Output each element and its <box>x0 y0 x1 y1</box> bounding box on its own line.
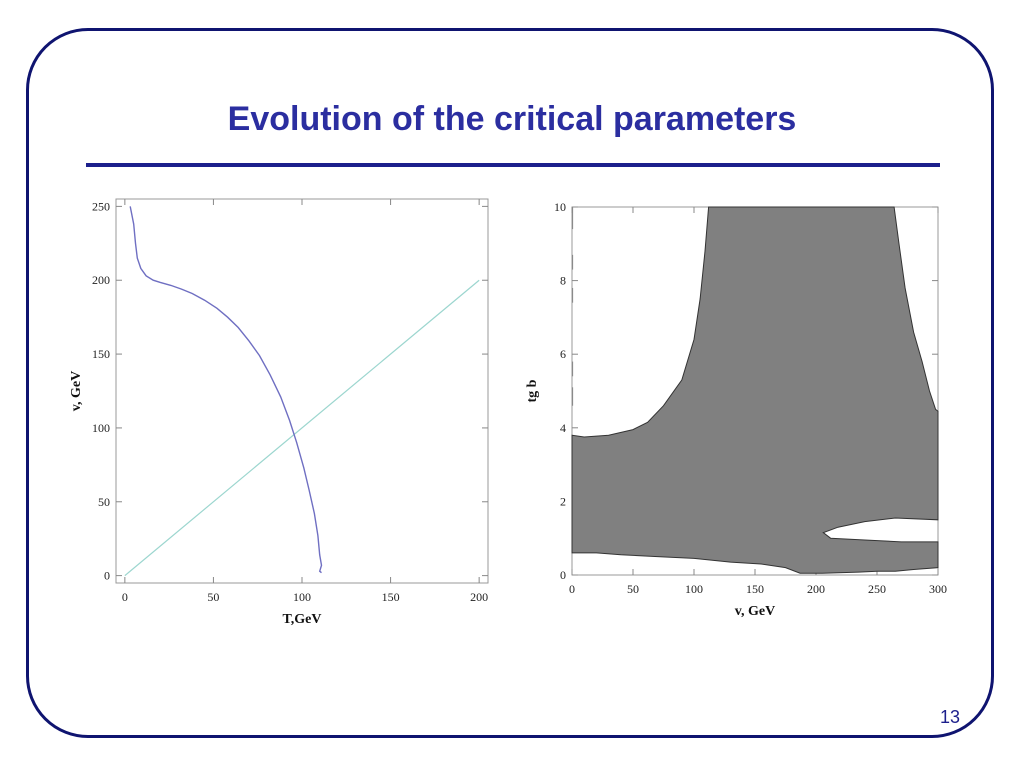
y-tick-label: 10 <box>554 200 566 214</box>
y-tick-label: 6 <box>560 347 566 361</box>
filled-region <box>571 206 939 574</box>
x-tick-label: 300 <box>929 582 947 596</box>
x-tick-label: 100 <box>685 582 703 596</box>
x-axis-label: T,GeV <box>282 612 321 627</box>
y-tick-label: 250 <box>92 199 110 213</box>
x-tick-label: 100 <box>293 590 311 604</box>
x-tick-label: 0 <box>122 590 128 604</box>
y-axis-label: v, GeV <box>69 371 84 411</box>
y-tick-label: 4 <box>560 421 566 435</box>
chart-parameter-region: 0 50 100 150 200 250 300 0 2 4 6 8 10 v, GeV tg b <box>525 200 947 619</box>
title-rule <box>86 163 940 167</box>
diagonal-line-series <box>124 279 480 577</box>
page-number: 13 <box>940 707 961 727</box>
y-tick-label: 50 <box>98 495 110 509</box>
x-tick-label: 250 <box>868 582 886 596</box>
y-tick-label: 0 <box>560 568 566 582</box>
y-axis-label: tg b <box>525 379 540 402</box>
y-tick-label: 100 <box>92 421 110 435</box>
x-tick-label: 200 <box>807 582 825 596</box>
y-tick-label: 200 <box>92 273 110 287</box>
v-curve-series <box>129 206 323 574</box>
x-axis-label: v, GeV <box>735 604 775 619</box>
x-tick-label: 150 <box>746 582 764 596</box>
plot-frame <box>115 198 489 584</box>
page-title: Evolution of the critical parameters <box>227 100 797 138</box>
y-tick-label: 2 <box>560 494 566 508</box>
x-tick-label: 0 <box>569 582 575 596</box>
y-tick-label: 8 <box>560 274 566 288</box>
x-tick-label: 50 <box>627 582 639 596</box>
chart-temperature-evolution: 0 50 100 150 200 0 50 100 150 200 250 T,GeV v, GeV <box>69 198 489 627</box>
x-tick-label: 200 <box>470 590 488 604</box>
x-tick-label: 150 <box>382 590 400 604</box>
y-tick-label: 150 <box>92 347 110 361</box>
y-tick-label: 0 <box>104 569 110 583</box>
slide-frame <box>26 28 994 738</box>
x-tick-label: 50 <box>207 590 219 604</box>
